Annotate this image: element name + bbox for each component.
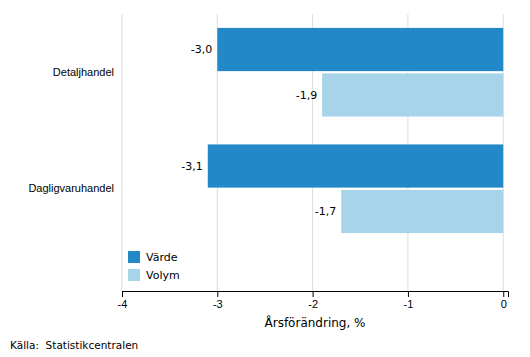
- y-tick-label: Dagligvaruhandel: [28, 182, 114, 194]
- x-tick-label: 0: [501, 298, 507, 310]
- x-tick-label: -3: [213, 298, 223, 310]
- chart: -3,1 -3,0 -1,7 -1,9 -4 -3 -2 -1 0 Detaljhandel Dag…: [0, 0, 530, 357]
- legend: Värde Volym: [128, 251, 180, 282]
- grid: [122, 14, 503, 291]
- x-tick-label: -2: [308, 298, 318, 310]
- bar: [208, 144, 503, 187]
- data-label: -1,9: [296, 89, 317, 102]
- y-tick-label: Detaljhandel: [53, 66, 114, 78]
- legend-item: Volym: [128, 269, 180, 282]
- x-tick-label: -1: [404, 298, 414, 310]
- x-tick-mark: [217, 291, 218, 297]
- x-tick: 0: [501, 291, 507, 310]
- x-axis-title: Årsförändring, %: [265, 315, 366, 330]
- x-tick: -3: [213, 291, 223, 310]
- data-labels: -3,1 -3,0 -1,7 -1,9: [181, 43, 336, 218]
- data-label: -3,1: [181, 160, 202, 173]
- legend-label: Värde: [146, 251, 178, 264]
- x-axis: -4 -3 -2 -1 0: [118, 291, 509, 310]
- legend-label: Volym: [146, 269, 180, 282]
- x-tick-mark: [122, 291, 123, 297]
- data-label: -3,0: [191, 43, 212, 56]
- x-tick: -1: [404, 291, 414, 310]
- legend-item: Värde: [128, 251, 178, 264]
- x-tick: -4: [118, 291, 128, 310]
- x-tick-mark: [503, 291, 504, 297]
- x-tick-mark: [313, 291, 314, 297]
- x-tick: -2: [308, 291, 318, 310]
- data-label: -1,7: [315, 205, 336, 218]
- bar: [341, 190, 503, 233]
- x-tick-mark: [408, 291, 409, 297]
- y-axis: Detaljhandel Dagligvaruhandel: [28, 66, 114, 195]
- source: Källa: Statistikcentralen: [10, 339, 138, 351]
- y-tick: Dagligvaruhandel: [28, 182, 114, 194]
- legend-swatch: [128, 251, 140, 263]
- bar: [322, 73, 503, 116]
- plot: -3,1 -3,0 -1,7 -1,9 -4 -3 -2 -1 0 Detaljhandel Dag…: [28, 14, 508, 330]
- y-tick: Detaljhandel: [53, 66, 114, 78]
- bars: [208, 28, 503, 233]
- x-axis-line: [123, 292, 509, 298]
- x-tick-label: -4: [118, 298, 128, 310]
- bar: [217, 28, 503, 71]
- grid-line: [122, 14, 123, 291]
- legend-swatch: [128, 269, 140, 281]
